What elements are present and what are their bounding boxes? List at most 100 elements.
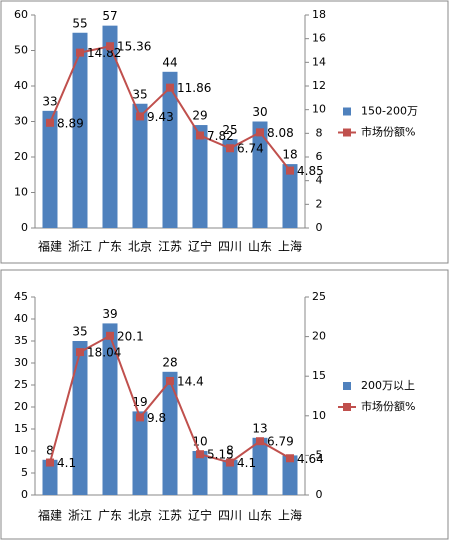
bar <box>222 459 238 495</box>
bar-label: 18 <box>282 148 297 162</box>
x-tick-label: 浙江 <box>68 240 92 254</box>
y-tick-label: 15 <box>14 422 28 435</box>
line-label: 4.85 <box>297 164 324 178</box>
bar <box>252 437 268 495</box>
bar-label: 25 <box>222 123 237 137</box>
line-label: 11.86 <box>177 81 211 95</box>
line-label: 4.64 <box>297 452 324 466</box>
marker <box>286 454 294 463</box>
y-tick-label: 40 <box>14 312 28 325</box>
x-tick-label: 广东 <box>98 509 122 523</box>
y-tick-label: 35 <box>14 334 28 347</box>
marker <box>46 118 54 127</box>
bar-label: 57 <box>102 9 117 23</box>
marker <box>256 128 264 137</box>
marker <box>256 437 264 446</box>
legend-label: 150-200万 <box>361 105 418 118</box>
y-tick-label: 20 <box>14 400 28 413</box>
line-label: 9.43 <box>147 110 174 124</box>
y-tick-label: 40 <box>14 79 28 92</box>
line-label: 15.36 <box>117 40 151 54</box>
bar <box>42 110 58 228</box>
legend-swatch <box>343 382 351 390</box>
x-tick-label: 辽宁 <box>188 239 212 254</box>
bar-label: 8 <box>46 443 54 457</box>
y-tick-label: 60 <box>14 8 28 21</box>
x-tick-label: 广东 <box>98 240 122 254</box>
y2-tick-label: 14 <box>312 55 326 68</box>
legend-label: 200万以上 <box>361 379 415 392</box>
x-tick-label: 福建 <box>38 239 62 254</box>
marker <box>46 458 54 467</box>
marker <box>226 144 234 153</box>
bar-label: 35 <box>72 325 87 339</box>
bar <box>102 323 118 495</box>
y-tick-label: 45 <box>14 290 28 303</box>
marker <box>136 413 144 422</box>
bar <box>162 371 178 495</box>
marker <box>106 42 114 51</box>
bar <box>72 341 88 495</box>
x-tick-label: 北京 <box>128 509 152 523</box>
bar-label: 39 <box>102 307 117 321</box>
y-tick-label: 0 <box>21 221 28 234</box>
marker <box>76 348 84 357</box>
x-tick-label: 四川 <box>218 509 242 523</box>
y2-tick-label: 20 <box>312 330 326 343</box>
bar-label: 35 <box>132 87 147 101</box>
y2-tick-label: 12 <box>312 79 326 92</box>
bar <box>252 121 268 228</box>
bar-label: 30 <box>252 105 267 119</box>
x-tick-label: 上海 <box>278 239 302 254</box>
y2-tick-label: 8 <box>316 126 323 139</box>
legend-swatch <box>343 107 351 116</box>
line-label: 4.1 <box>237 456 256 470</box>
y-tick-label: 10 <box>14 186 28 199</box>
marker <box>106 331 114 340</box>
line-label: 8.89 <box>57 116 84 130</box>
x-tick-label: 山东 <box>248 509 272 523</box>
line-label: 4.1 <box>57 456 76 470</box>
y-tick-label: 50 <box>14 44 28 57</box>
y2-tick-label: 16 <box>312 32 326 45</box>
bar <box>282 164 298 228</box>
x-tick-label: 江苏 <box>158 240 182 254</box>
y2-tick-label: 4 <box>316 174 323 187</box>
marker <box>76 48 84 57</box>
legend-swatch <box>343 403 351 411</box>
bar-label: 44 <box>162 55 177 69</box>
y2-tick-label: 18 <box>312 8 326 21</box>
y2-tick-label: 0 <box>316 488 323 501</box>
bar <box>132 103 148 228</box>
marker <box>226 458 234 467</box>
y-tick-label: 5 <box>21 466 28 479</box>
line-label: 5.15 <box>207 448 234 462</box>
bar <box>132 411 148 495</box>
bar-label: 13 <box>252 421 267 435</box>
y2-tick-label: 10 <box>312 409 326 422</box>
y2-tick-label: 0 <box>316 221 323 234</box>
x-tick-label: 北京 <box>128 240 152 254</box>
bar-label: 8 <box>226 443 234 457</box>
y2-tick-label: 25 <box>312 290 326 303</box>
marker <box>286 166 294 175</box>
line-label: 20.1 <box>117 329 144 343</box>
legend-label: 市场份额% <box>361 399 415 413</box>
line-label: 7.82 <box>207 129 234 143</box>
y-tick-label: 20 <box>14 150 28 163</box>
line-label: 6.79 <box>267 435 294 449</box>
y2-tick-label: 15 <box>312 369 326 382</box>
x-tick-label: 江苏 <box>158 509 182 523</box>
line-label: 9.8 <box>147 411 166 425</box>
line-label: 8.08 <box>267 126 294 140</box>
bar-label: 55 <box>72 16 87 30</box>
bar <box>162 71 178 228</box>
bar <box>42 459 58 495</box>
line-label: 14.4 <box>177 374 204 388</box>
x-tick-label: 山东 <box>248 240 272 254</box>
legend-swatch <box>343 128 351 137</box>
x-tick-label: 上海 <box>278 508 302 523</box>
y2-tick-label: 10 <box>312 103 326 116</box>
bar-label: 33 <box>42 94 57 108</box>
